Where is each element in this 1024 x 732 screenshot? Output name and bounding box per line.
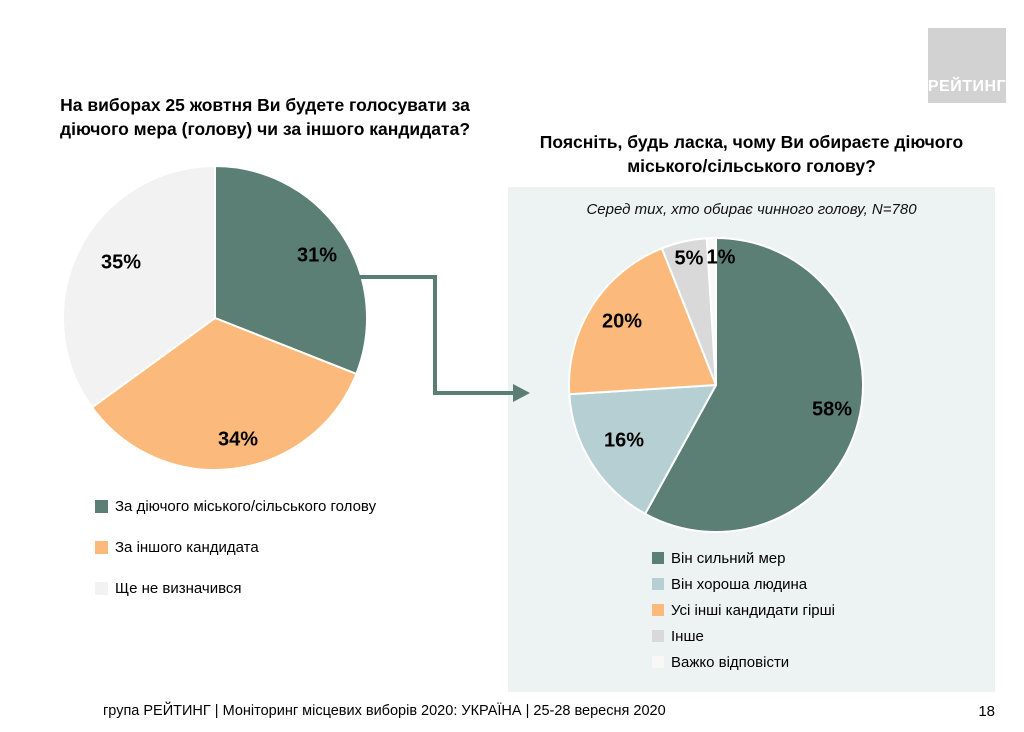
page-number: 18 xyxy=(978,703,995,720)
legend-swatch-green xyxy=(652,552,664,564)
legend-label: Усі інші кандидати гірші xyxy=(671,601,836,619)
legend-label: За іншого кандидата xyxy=(115,538,259,556)
legend-swatch-orange xyxy=(652,604,664,616)
right-pie-label-hard-to-say: 1% xyxy=(706,246,736,269)
legend-swatch-green xyxy=(95,499,108,513)
left-pie-label-undecided: 35% xyxy=(100,251,142,274)
legend-swatch-light-gray xyxy=(95,581,108,595)
legend-item-other: Інше xyxy=(652,627,835,645)
legend-label: Він хороша людина xyxy=(671,575,808,593)
left-pie-label-other-candidate: 34% xyxy=(217,428,259,451)
legend-swatch-light-blue xyxy=(652,578,664,590)
legend-label: Важко відповісти xyxy=(671,653,790,671)
legend-label: Інше xyxy=(671,627,704,645)
right-chart-title: Поясніть, будь ласка, чому Ви обираєте д… xyxy=(539,132,964,176)
legend-item-undecided: Ще не визначився xyxy=(95,579,376,597)
right-pie-label-strong-mayor: 58% xyxy=(811,398,853,421)
rating-group-logo: РЕЙТИНГ xyxy=(928,28,1006,103)
left-chart-title: На виборах 25 жовтня Ви будете голосуват… xyxy=(59,95,471,139)
legend-item-incumbent: За діючого міського/сільського голову xyxy=(95,497,377,515)
right-chart-subtitle: Серед тих, хто обирає чинного голову, N=… xyxy=(586,201,917,218)
left-pie-chart xyxy=(62,165,368,471)
pie-slice-0 xyxy=(214,165,368,375)
legend-item-hard-to-say: Важко відповісти xyxy=(652,653,835,671)
legend-item-others-worse: Усі інші кандидати гірші xyxy=(652,601,836,619)
legend-swatch-white xyxy=(652,656,664,668)
legend-item-strong-mayor: Він сильний мер xyxy=(652,549,835,567)
legend-label: Ще не визначився xyxy=(115,579,242,597)
legend-swatch-gray xyxy=(652,630,664,642)
logo-text: РЕЙТИНГ xyxy=(927,78,1007,95)
legend-item-other-candidate: За іншого кандидата xyxy=(95,538,376,556)
right-pie-label-other: 5% xyxy=(674,247,704,270)
legend-item-good-person: Він хороша людина xyxy=(652,575,835,593)
legend-label: Він сильний мер xyxy=(671,549,786,567)
flow-arrow xyxy=(358,275,530,402)
right-legend: Він сильний мер Він хороша людина Усі ін… xyxy=(652,549,836,681)
right-pie-label-good-person: 16% xyxy=(603,429,645,452)
footer-source-text: група РЕЙТИНГ | Моніторинг місцевих вибо… xyxy=(103,703,666,719)
right-pie-label-others-worse: 20% xyxy=(601,310,643,333)
left-legend: За діючого міського/сільського голову За… xyxy=(95,497,377,622)
legend-swatch-orange xyxy=(95,540,108,554)
pie-slice-2 xyxy=(62,165,216,409)
left-pie-label-incumbent: 31% xyxy=(296,244,338,267)
legend-label: За діючого міського/сільського голову xyxy=(115,497,377,515)
